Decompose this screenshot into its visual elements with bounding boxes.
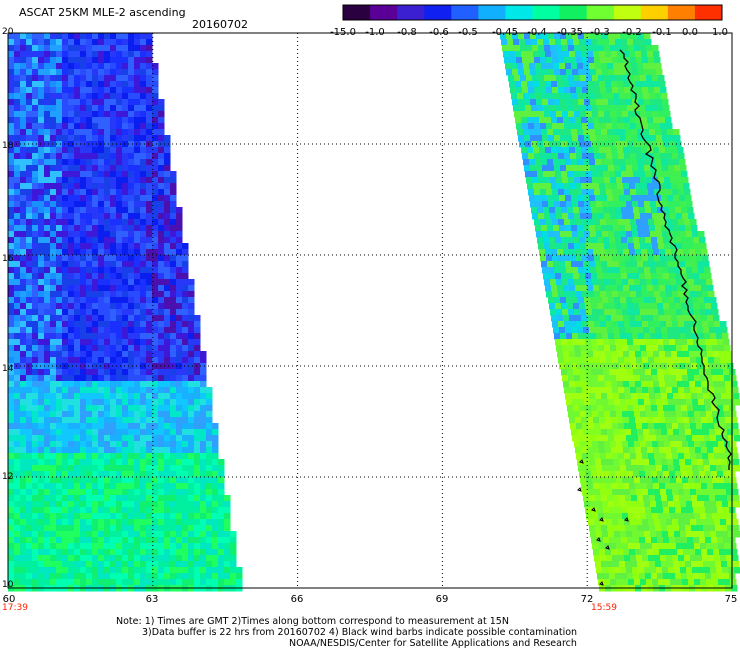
island-mark xyxy=(577,487,582,492)
pass-time: 17:39 xyxy=(2,603,28,613)
island-mark xyxy=(596,537,601,542)
colorbar-label: -15.0 xyxy=(330,27,356,38)
note-line: 3)Data buffer is 22 hrs from 20160702 4)… xyxy=(142,627,578,638)
colorbar-segment xyxy=(694,5,723,20)
lon-tick: 63 xyxy=(145,594,159,605)
lat-tick: 16 xyxy=(2,254,14,264)
map-frame xyxy=(7,32,733,589)
right-swath xyxy=(500,33,740,592)
lon-tick: 75 xyxy=(724,594,738,605)
lat-tick: 18 xyxy=(2,141,14,151)
colorbar-segment xyxy=(343,5,371,20)
colorbar-segment xyxy=(505,5,533,20)
colorbar-label: -0.2 xyxy=(622,27,642,38)
island-mark xyxy=(605,545,610,550)
island-mark xyxy=(591,507,596,512)
island-mark xyxy=(579,459,584,464)
colorbar-segment xyxy=(667,5,696,20)
colorbar-segment xyxy=(424,5,452,20)
colorbar-label: -1.0 xyxy=(365,27,385,38)
colorbar-label: -0.35 xyxy=(557,27,583,38)
map-date: 20160702 xyxy=(192,18,248,31)
colorbar-label: -0.8 xyxy=(397,27,417,38)
colorbar-segment xyxy=(532,5,561,20)
colorbar-segment xyxy=(397,5,425,20)
lon-tick: 69 xyxy=(435,594,449,605)
colorbar-label: -0.4 xyxy=(527,27,547,38)
colorbar-label: -0.45 xyxy=(492,27,518,38)
colorbar-label: -0.5 xyxy=(458,27,478,38)
colorbar-label: -0.6 xyxy=(429,27,449,38)
left-swath xyxy=(8,33,243,592)
lat-tick: 14 xyxy=(2,364,14,374)
lat-tick: 20 xyxy=(2,27,14,37)
pass-time: 15:59 xyxy=(591,603,617,613)
lat-tick: 10 xyxy=(2,580,14,590)
note-line: NOAA/NESDIS/Center for Satellite Applica… xyxy=(289,638,577,649)
map-title: ASCAT 25KM MLE-2 ascending xyxy=(19,6,186,19)
lon-tick: 66 xyxy=(290,594,304,605)
colorbar-segment xyxy=(640,5,669,20)
colorbar-segment xyxy=(559,5,588,20)
coastline xyxy=(619,49,732,470)
lon-tick: 60 xyxy=(2,594,16,605)
colorbar-label: 1.0 xyxy=(712,27,728,38)
island-mark xyxy=(599,581,604,586)
lon-tick: 72 xyxy=(580,594,594,605)
island-mark xyxy=(599,517,604,522)
colorbar-frame xyxy=(342,4,723,21)
colorbar-segment xyxy=(613,5,642,20)
colorbar-label: 0.0 xyxy=(682,27,698,38)
lat-tick: 12 xyxy=(2,472,14,482)
colorbar-label: -0.1 xyxy=(652,27,672,38)
colorbar-segment xyxy=(370,5,398,20)
colorbar-segment xyxy=(586,5,615,20)
colorbar-segment xyxy=(478,5,506,20)
colorbar-label: -0.3 xyxy=(590,27,610,38)
colorbar-segment xyxy=(451,5,479,20)
island-mark xyxy=(624,517,629,522)
note-line: Note: 1) Times are GMT 2)Times along bot… xyxy=(116,616,509,627)
